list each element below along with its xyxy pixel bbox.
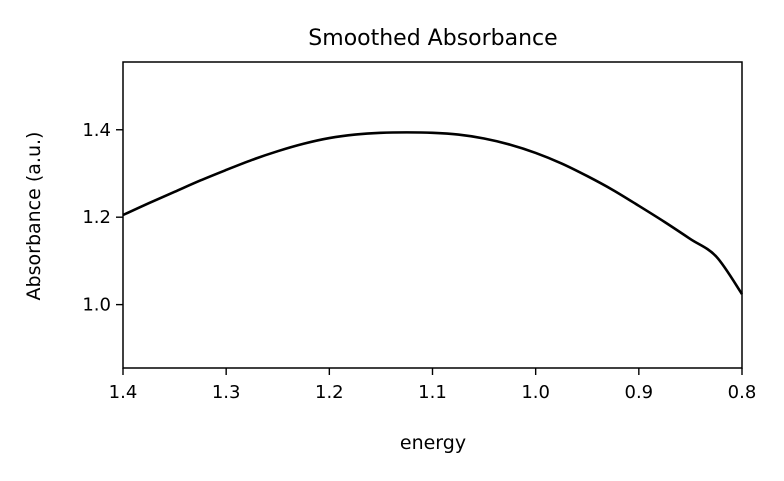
x-axis: 1.4 1.3 1.2 1.1 1.0 0.9 0.8 bbox=[109, 368, 757, 403]
x-tick-label: 1.0 bbox=[521, 382, 550, 403]
plot-frame bbox=[122, 61, 743, 369]
series-line bbox=[122, 131, 744, 295]
x-tick-label: 0.8 bbox=[728, 382, 757, 403]
x-tick-label: 0.9 bbox=[625, 382, 654, 403]
x-tick-label: 1.3 bbox=[212, 382, 241, 403]
y-axis: 1.0 1.2 1.4 bbox=[82, 120, 123, 316]
y-tick-label: 1.4 bbox=[82, 120, 111, 141]
plot-area bbox=[122, 61, 744, 369]
x-axis-label: energy bbox=[400, 432, 466, 454]
x-tick-label: 1.4 bbox=[109, 382, 138, 403]
y-axis-label: Absorbance (a.u.) bbox=[23, 132, 45, 301]
y-tick-label: 1.0 bbox=[82, 295, 111, 316]
x-tick-label: 1.1 bbox=[418, 382, 447, 403]
x-tick-label: 1.2 bbox=[315, 382, 344, 403]
y-tick-label: 1.2 bbox=[82, 207, 111, 228]
chart-title: Smoothed Absorbance bbox=[308, 26, 557, 51]
